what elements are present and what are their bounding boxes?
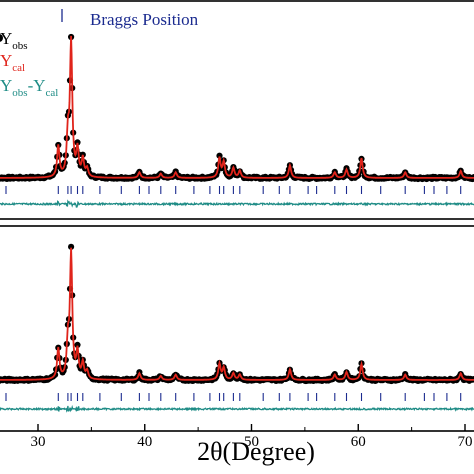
braggs-label: Braggs Position	[90, 10, 199, 29]
top-panel-frame	[0, 0, 474, 220]
legend: Braggs Position Yobs Ycal Yobs-Ycal	[0, 9, 199, 99]
diff-line	[0, 404, 474, 413]
legend-diff-mid: -Y	[28, 76, 46, 95]
legend-diff-sub2: cal	[46, 87, 59, 99]
ycal-line	[0, 247, 474, 381]
bottom-panel-frame	[0, 225, 474, 432]
top-panel: Braggs Position Yobs Ycal Yobs-Ycal	[0, 0, 474, 220]
legend-yobs-main: Y	[0, 29, 12, 48]
bragg-positions	[5, 186, 462, 194]
legend-ycal-main: Y	[0, 51, 12, 70]
bottom-plot-area	[0, 243, 474, 413]
x-tick-label: 70	[458, 434, 473, 450]
legend-yobs-label: Yobs	[0, 29, 28, 52]
x-tick-label: 30	[31, 434, 46, 450]
bottom-panel: 30 40 50 60 70 2θ(Degree)	[0, 225, 474, 466]
top-plot-area	[0, 33, 474, 208]
legend-diff-sub: obs	[12, 87, 27, 99]
yobs-point	[216, 152, 223, 159]
x-tick-label: 40	[137, 434, 152, 450]
legend-yobs-sub: obs	[12, 40, 27, 52]
x-tick-label: 50	[244, 434, 259, 450]
yobs-point	[74, 139, 81, 146]
x-axis-label: 2θ(Degree)	[197, 437, 315, 466]
bragg-positions	[5, 393, 462, 401]
yobs-point	[74, 341, 81, 348]
diff-line	[0, 199, 474, 208]
legend-yobs-marker	[0, 34, 3, 42]
legend-diff-main: Y	[0, 76, 12, 95]
x-axis: 30 40 50 60 70	[31, 424, 473, 450]
yobs-point	[68, 243, 75, 250]
legend-diff-label: Yobs-Ycal	[0, 76, 58, 99]
ycal-line	[0, 35, 474, 179]
legend-ycal-label: Ycal	[0, 51, 25, 74]
legend-ycal-sub: cal	[12, 62, 25, 74]
x-tick-label: 60	[351, 434, 366, 450]
